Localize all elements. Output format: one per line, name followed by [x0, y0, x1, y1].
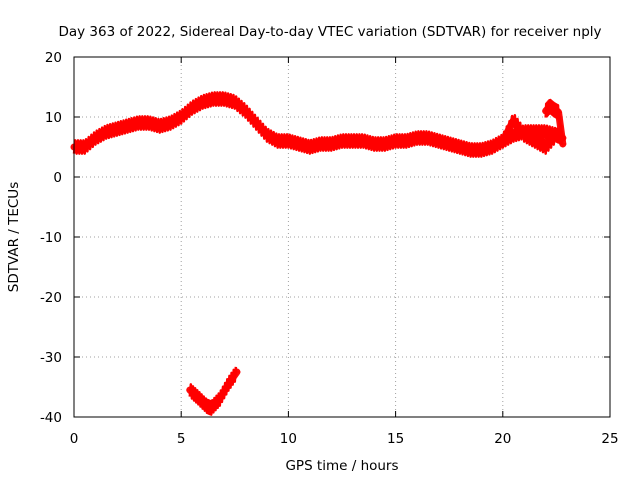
x-tick-label: 10 — [280, 431, 297, 447]
x-tick-label: 20 — [494, 431, 511, 447]
x-axis-label: GPS time / hours — [285, 458, 398, 474]
y-tick-label: 0 — [53, 170, 62, 186]
series-layer — [70, 91, 567, 416]
chart-title: Day 363 of 2022, Sidereal Day-to-day VTE… — [58, 24, 601, 40]
series-jitter-dip — [188, 366, 238, 416]
x-tick-label: 0 — [70, 431, 79, 447]
ticks: 0 5 10 15 20 25 -40 -30 -20 -10 0 10 20 — [40, 50, 619, 447]
y-tick-label: -20 — [40, 290, 62, 306]
y-tick-label: 20 — [45, 50, 62, 66]
grid — [74, 57, 610, 417]
x-tick-label: 25 — [601, 431, 618, 447]
y-tick-label: -40 — [40, 410, 62, 426]
y-tick-label: -30 — [40, 350, 62, 366]
y-tick-label: -10 — [40, 230, 62, 246]
y-tick-label: 10 — [45, 110, 62, 126]
series-jitter-branch — [501, 114, 557, 155]
y-axis-label: SDTVAR / TECUs — [6, 182, 22, 292]
x-tick-label: 5 — [177, 431, 186, 447]
x-tick-label: 15 — [387, 431, 404, 447]
